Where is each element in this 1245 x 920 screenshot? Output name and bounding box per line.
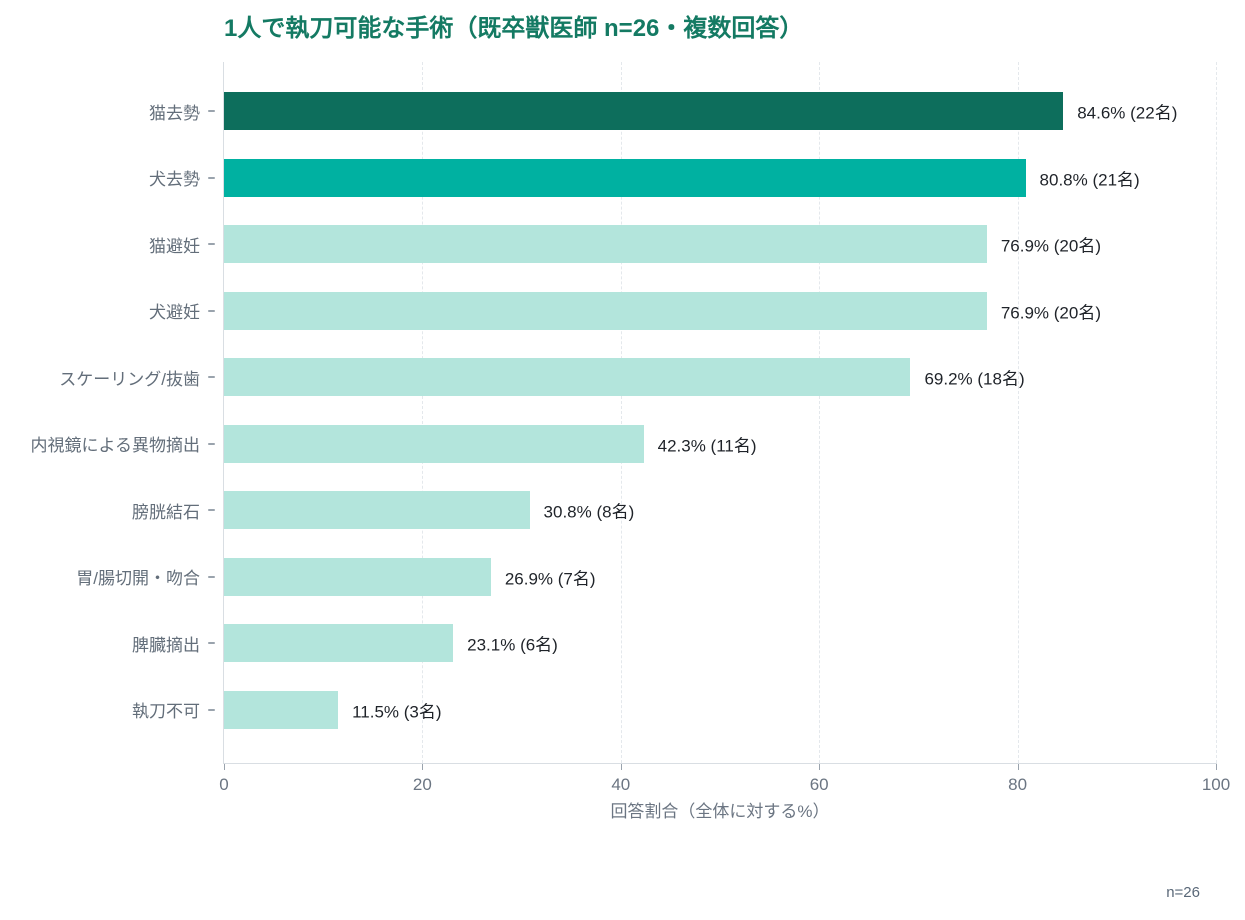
bar: [224, 358, 911, 397]
category-label: 執刀不可: [132, 702, 200, 722]
category-label: 膀胱結石: [132, 502, 200, 522]
bar-row: 膀胱結石 30.8% (8名): [0, 477, 1216, 544]
gridline: [422, 62, 424, 763]
bar-value-label: 30.8% (8名): [543, 502, 635, 522]
bar-value-label: 76.9% (20名): [1000, 236, 1102, 256]
category-label: 犬去勢: [149, 170, 200, 190]
bar-row: 脾臓摘出 23.1% (6名): [0, 610, 1216, 677]
gridline: [819, 62, 821, 763]
bar: [224, 92, 1064, 131]
x-axis-line: [223, 763, 1217, 764]
x-axis-tick-mark: [819, 764, 821, 770]
y-axis-tick: [208, 243, 215, 246]
y-axis-tick: [208, 176, 215, 179]
y-axis-tick: [208, 376, 215, 379]
chart-title: 1人で執刀可能な手術（既卒獣医師 n=26・複数回答）: [224, 15, 804, 42]
bar: [224, 291, 987, 330]
x-axis-title: 回答割合（全体に対する%）: [610, 802, 830, 821]
x-axis-tick-label: 100: [1201, 775, 1231, 794]
bar-track: 42.3% (11名): [224, 411, 1216, 478]
bar-rows: 猫去勢 84.6% (22名) 犬去勢 80.8% (21名) 猫避妊 76.9% (20…: [0, 62, 1216, 743]
y-axis-line: [223, 62, 224, 764]
bar-row: 犬避妊 76.9% (20名): [0, 278, 1216, 345]
x-axis-tick-label: 60: [809, 775, 829, 794]
bar-value-label: 42.3% (11名): [657, 436, 757, 456]
bar-value-label: 69.2% (18名): [924, 369, 1025, 389]
x-axis-tick-mark: [422, 764, 424, 770]
bar-row: 胃/腸切開・吻合 26.9% (7名): [0, 544, 1216, 611]
bar: [224, 624, 454, 663]
x-axis-tick-label: 0: [219, 775, 229, 794]
gridlines-layer: [224, 62, 1217, 763]
bar-track: 11.5% (3名): [224, 677, 1216, 744]
category-label: 脾臓摘出: [132, 635, 200, 655]
y-axis-tick: [208, 442, 215, 445]
bar-value-label: 76.9% (20名): [1000, 303, 1102, 323]
x-axis-ticks: 0 20 40 60 80 100: [219, 763, 1230, 808]
bar-value-label: 23.1% (6名): [467, 635, 558, 655]
y-axis-tick: [208, 642, 215, 645]
bar-track: 76.9% (20名): [224, 278, 1216, 345]
y-axis-tick: [208, 575, 215, 578]
bar-track: 84.6% (22名): [224, 78, 1216, 145]
y-axis-tick: [208, 708, 215, 711]
category-label: 猫去勢: [149, 103, 200, 123]
x-axis-tick-mark: [1017, 764, 1019, 770]
gridline: [620, 62, 622, 763]
bar: [224, 557, 491, 596]
category-label: 猫避妊: [149, 236, 200, 256]
x-axis-tick-mark: [1216, 764, 1217, 770]
category-label: 胃/腸切開・吻合: [76, 569, 200, 589]
bar-row: 猫去勢 84.6% (22名): [0, 78, 1216, 145]
category-label: スケーリング/抜歯: [59, 369, 200, 389]
bar: [224, 158, 1026, 197]
x-axis-tick-mark: [224, 764, 225, 770]
bar-row: 内視鏡による異物摘出 42.3% (11名): [0, 411, 1216, 478]
bar-row: 猫避妊 76.9% (20名): [0, 211, 1216, 278]
y-axis-tick: [208, 309, 215, 312]
gridline: [1017, 62, 1019, 763]
y-axis-tick: [208, 509, 215, 512]
x-axis-tick-label: 40: [611, 775, 631, 794]
bar-value-label: 84.6% (22名): [1077, 103, 1178, 123]
bar-value-label: 26.9% (7名): [504, 569, 596, 589]
bar-row: 執刀不可 11.5% (3名): [0, 677, 1216, 744]
bar-value-label: 11.5% (3名): [352, 702, 442, 722]
x-axis-tick-mark: [620, 764, 622, 770]
category-label: 犬避妊: [149, 303, 200, 323]
bar: [224, 225, 987, 264]
bar-track: 23.1% (6名): [224, 610, 1216, 677]
bar-track: 69.2% (18名): [224, 344, 1216, 411]
x-axis-tick-label: 80: [1008, 775, 1028, 794]
bar-track: 80.8% (21名): [224, 145, 1216, 212]
bar: [224, 491, 530, 530]
sample-size-footnote: n=26: [1166, 884, 1200, 901]
bar: [224, 424, 644, 463]
bar-track: 30.8% (8名): [224, 477, 1216, 544]
bar-track: 76.9% (20名): [224, 211, 1216, 278]
x-axis-tick-label: 20: [412, 775, 432, 794]
category-label: 内視鏡による異物摘出: [30, 436, 201, 456]
bar: [224, 690, 339, 729]
y-axis-tick: [208, 110, 215, 113]
gridline: [1216, 62, 1217, 763]
bar-value-label: 80.8% (21名): [1039, 170, 1140, 190]
bar-track: 26.9% (7名): [224, 544, 1216, 611]
bar-row: スケーリング/抜歯 69.2% (18名): [0, 344, 1216, 411]
bar-row: 犬去勢 80.8% (21名): [0, 145, 1216, 212]
